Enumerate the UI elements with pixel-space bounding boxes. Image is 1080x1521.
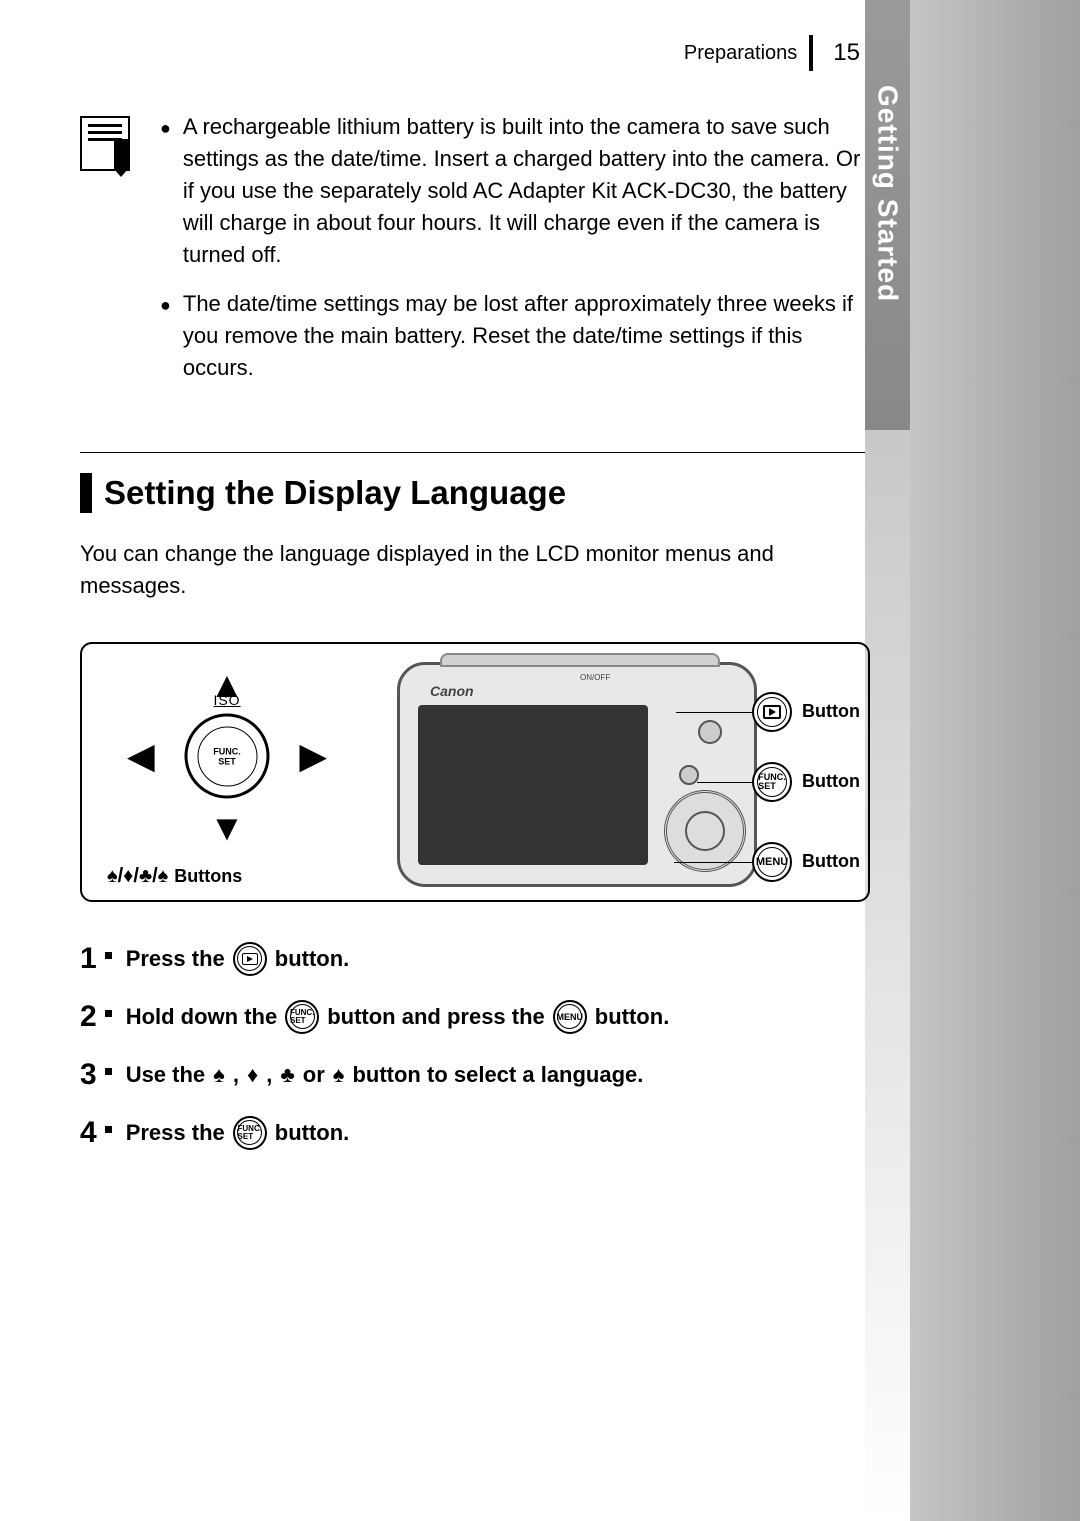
playback-icon bbox=[233, 942, 267, 976]
callout-menu: MENU Button bbox=[752, 842, 860, 882]
step-3-text-b: , bbox=[233, 1062, 239, 1088]
camera-brand-label: Canon bbox=[430, 683, 474, 699]
header-section-name: Preparations bbox=[684, 42, 797, 65]
info-text-2: The date/time settings may be lost after… bbox=[183, 288, 870, 384]
arrow-right-icon: ▶ bbox=[299, 735, 327, 777]
step-dot-icon bbox=[105, 1068, 112, 1075]
control-dial-closeup: ▲ ▼ ◀ ▶ ISO FUNC. SET bbox=[112, 664, 342, 849]
step-3-text-c: , bbox=[266, 1062, 272, 1088]
callout-func: FUNC. SET Button bbox=[752, 762, 860, 802]
camera-play-button bbox=[698, 720, 722, 744]
step-number: 1 bbox=[80, 942, 97, 976]
step-number: 2 bbox=[80, 1000, 97, 1034]
step-3-text-d: or bbox=[303, 1062, 325, 1088]
page-number: 15 bbox=[833, 39, 860, 67]
instruction-steps: 1 Press the button. 2 Hold down the FUNC… bbox=[80, 942, 870, 1150]
info-item: ● The date/time settings may be lost aft… bbox=[160, 288, 870, 384]
note-icon-wrap bbox=[80, 111, 130, 402]
sidebar-tab: Getting Started bbox=[865, 0, 910, 430]
step-4-text-b: button. bbox=[275, 1120, 350, 1146]
step-dot-icon bbox=[105, 952, 112, 959]
func-set-icon: FUNC. SET bbox=[285, 1000, 319, 1034]
section-divider bbox=[80, 452, 870, 453]
step-dot-icon bbox=[105, 1126, 112, 1133]
section-heading-row: Setting the Display Language bbox=[80, 473, 870, 513]
step-number: 3 bbox=[80, 1058, 97, 1092]
step-1: 1 Press the button. bbox=[80, 942, 870, 976]
menu-icon: MENU bbox=[553, 1000, 587, 1034]
section-intro: You can change the language displayed in… bbox=[80, 538, 870, 602]
step-dot-icon bbox=[105, 1010, 112, 1017]
step-number: 4 bbox=[80, 1116, 97, 1150]
camera-control-dial bbox=[664, 790, 746, 872]
camera-diagram: ▲ ▼ ◀ ▶ ISO FUNC. SET ♠/♦/♣/♠ Buttons Ca… bbox=[80, 642, 870, 902]
arrow-left-icon: ♣ bbox=[280, 1062, 294, 1088]
info-item: ● A rechargeable lithium battery is buil… bbox=[160, 111, 870, 270]
camera-small-button bbox=[679, 765, 699, 785]
func-label-top: FUNC. bbox=[213, 746, 241, 756]
callout-menu-label: Button bbox=[802, 851, 860, 872]
camera-top-plate bbox=[440, 653, 720, 667]
sidebar-gradient bbox=[865, 430, 910, 1521]
bullet-icon: ● bbox=[160, 292, 171, 384]
arrow-down-icon: ♦ bbox=[247, 1062, 258, 1088]
info-items: ● A rechargeable lithium battery is buil… bbox=[160, 111, 870, 402]
arrow-down-icon: ▼ bbox=[209, 807, 245, 849]
right-gradient-strip bbox=[910, 0, 1080, 1521]
arrow-left-icon: ◀ bbox=[127, 735, 155, 777]
info-text-1: A rechargeable lithium battery is built … bbox=[183, 111, 870, 270]
step-2-text-b: button and press the bbox=[327, 1004, 545, 1030]
page-header: Preparations 15 bbox=[80, 35, 870, 71]
func-set-icon: FUNC. SET bbox=[233, 1116, 267, 1150]
camera-screen bbox=[418, 705, 648, 865]
section-title: Setting the Display Language bbox=[104, 474, 566, 512]
step-2-text-c: button. bbox=[595, 1004, 670, 1030]
sidebar-tab-text: Getting Started bbox=[872, 85, 904, 302]
func-set-dial: FUNC. SET bbox=[185, 714, 270, 799]
callout-func-label: Button bbox=[802, 771, 860, 792]
playback-icon bbox=[752, 692, 792, 732]
header-separator bbox=[809, 35, 813, 71]
step-3: 3 Use the ♠ , ♦ , ♣ or ♠ button to selec… bbox=[80, 1058, 870, 1092]
camera-body: Canon ON/OFF bbox=[397, 662, 757, 887]
arrow-buttons-label: ♠/♦/♣/♠ Buttons bbox=[107, 865, 242, 888]
step-2-text-a: Hold down the bbox=[126, 1004, 278, 1030]
onoff-label: ON/OFF bbox=[580, 673, 610, 682]
func-label-bottom: SET bbox=[218, 756, 236, 766]
step-1-text-a: Press the bbox=[126, 946, 225, 972]
section-heading-bar bbox=[80, 473, 92, 513]
step-3-text-a: Use the bbox=[126, 1062, 205, 1088]
note-memo-icon bbox=[80, 116, 130, 171]
step-2: 2 Hold down the FUNC. SET button and pre… bbox=[80, 1000, 870, 1034]
step-4-text-a: Press the bbox=[126, 1120, 225, 1146]
callout-playback-label: Button bbox=[802, 701, 860, 722]
callout-playback: Button bbox=[752, 692, 860, 732]
arrows-compound-icon: ♠/♦/♣/♠ bbox=[107, 865, 168, 888]
info-note-block: ● A rechargeable lithium battery is buil… bbox=[80, 111, 870, 402]
step-3-text-e: button to select a language. bbox=[352, 1062, 643, 1088]
buttons-label-text: Buttons bbox=[174, 866, 242, 887]
iso-label: ISO bbox=[213, 692, 240, 708]
menu-icon: MENU bbox=[752, 842, 792, 882]
arrow-up-icon: ♠ bbox=[213, 1062, 225, 1088]
func-set-icon: FUNC. SET bbox=[752, 762, 792, 802]
func-text-bottom: SET bbox=[758, 782, 786, 791]
arrow-right-icon: ♠ bbox=[333, 1062, 345, 1088]
step-4: 4 Press the FUNC. SET button. bbox=[80, 1116, 870, 1150]
menu-text: MENU bbox=[756, 856, 788, 868]
page-content: Preparations 15 ● A rechargeable lithium… bbox=[0, 0, 870, 1209]
step-1-text-b: button. bbox=[275, 946, 350, 972]
bullet-icon: ● bbox=[160, 115, 171, 270]
